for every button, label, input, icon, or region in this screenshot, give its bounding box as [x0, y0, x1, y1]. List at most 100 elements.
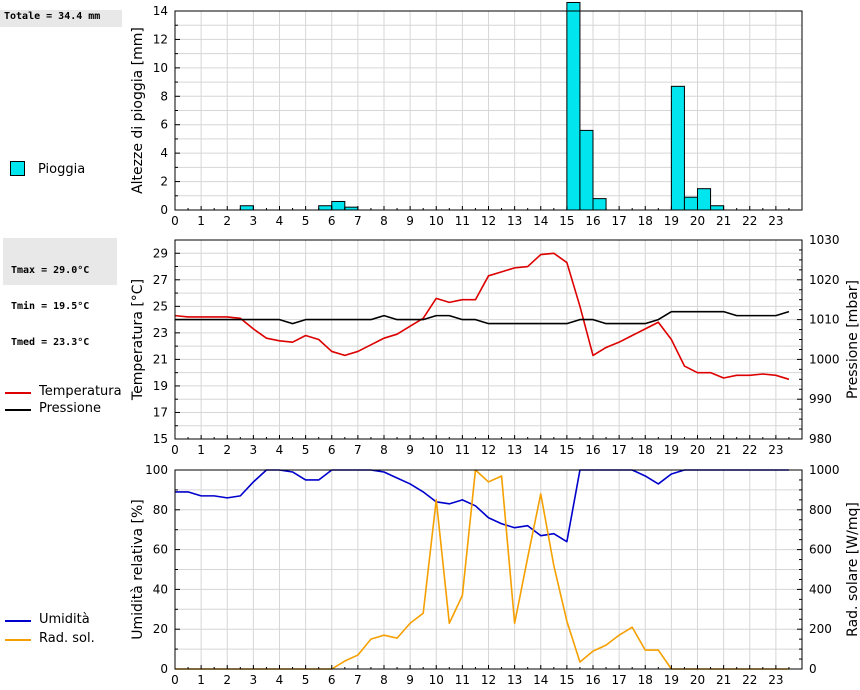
x-tick-label: 20	[690, 443, 705, 457]
x-tick-label: 11	[455, 443, 470, 457]
y-tick-label: 2	[160, 175, 168, 189]
y-tick-label: 12	[153, 32, 168, 46]
y2-tick-label: 1020	[809, 273, 840, 287]
hum-legend: Umidità Rad. sol.	[5, 612, 130, 648]
temp-legend-label: Temperatura	[39, 384, 122, 399]
x-tick-label: 9	[406, 673, 414, 687]
x-tick-label: 6	[328, 673, 336, 687]
x-tick-label: 15	[559, 673, 574, 687]
x-tick-label: 23	[768, 673, 783, 687]
rain-bar	[592, 198, 607, 211]
x-tick-label: 7	[354, 214, 362, 228]
x-tick-label: 8	[380, 443, 388, 457]
y2-tick-label: 800	[809, 503, 832, 517]
x-tick-label: 7	[354, 673, 362, 687]
rain-bar	[670, 85, 685, 211]
rain-bar	[239, 205, 254, 211]
x-tick-label: 16	[585, 214, 600, 228]
rain-bar	[331, 200, 346, 211]
y2-axis-label: Rad. solare [W/mq]	[845, 502, 860, 637]
y-tick-label: 0	[160, 662, 168, 676]
x-tick-label: 10	[429, 673, 444, 687]
y2-tick-label: 1000	[809, 463, 840, 477]
x-tick-label: 20	[690, 214, 705, 228]
x-tick-label: 6	[328, 214, 336, 228]
y-tick-label: 10	[153, 61, 168, 75]
x-tick-label: 19	[664, 673, 679, 687]
x-tick-label: 5	[302, 443, 310, 457]
x-tick-label: 6	[328, 443, 336, 457]
x-tick-label: 12	[481, 443, 496, 457]
x-tick-label: 1	[197, 673, 205, 687]
temp-legend-line	[5, 392, 31, 394]
x-tick-label: 0	[171, 214, 179, 228]
temp-legend: Temperatura Pressione	[5, 384, 130, 420]
y-tick-label: 27	[153, 273, 168, 287]
x-tick-label: 19	[664, 443, 679, 457]
x-tick-label: 3	[250, 214, 258, 228]
y-tick-label: 25	[153, 299, 168, 313]
x-tick-label: 21	[716, 673, 731, 687]
x-tick-label: 21	[716, 214, 731, 228]
rad-legend-label: Rad. sol.	[39, 631, 95, 646]
rain-bar	[697, 188, 712, 211]
humidity-line	[175, 469, 789, 543]
x-tick-label: 13	[507, 673, 522, 687]
y-tick-label: 23	[153, 326, 168, 340]
x-tick-label: 16	[585, 673, 600, 687]
x-tick-label: 2	[223, 673, 231, 687]
y2-tick-label: 0	[809, 662, 817, 676]
y2-tick-label: 1030	[809, 233, 840, 247]
temperature-line	[174, 252, 790, 381]
x-tick-label: 4	[276, 214, 284, 228]
y-tick-label: 15	[153, 432, 168, 446]
x-tick-label: 15	[559, 443, 574, 457]
x-tick-label: 7	[354, 443, 362, 457]
y2-tick-label: 600	[809, 543, 832, 557]
rain-bar	[579, 129, 594, 211]
rain-legend-swatch	[10, 161, 25, 176]
x-tick-label: 3	[250, 673, 258, 687]
x-tick-label: 21	[716, 443, 731, 457]
x-tick-label: 13	[507, 443, 522, 457]
rain-bar	[683, 196, 698, 211]
x-tick-label: 4	[276, 443, 284, 457]
rain-bar	[566, 1, 581, 211]
x-tick-label: 17	[611, 673, 626, 687]
y2-tick-label: 980	[809, 432, 832, 446]
x-tick-label: 18	[638, 214, 653, 228]
x-tick-label: 1	[197, 443, 205, 457]
temp-stat-min: Tmin = 19.5°C	[11, 301, 90, 312]
y-tick-label: 8	[160, 89, 168, 103]
hum-legend-label: Umidità	[39, 612, 90, 627]
rain-legend: Pioggia	[10, 160, 120, 182]
x-tick-label: 16	[585, 443, 600, 457]
y-tick-label: 80	[153, 503, 168, 517]
temp-stats-box: Tmax = 29.0°C Tmin = 19.5°C Tmed = 23.3°…	[3, 238, 117, 348]
y2-tick-label: 400	[809, 582, 832, 596]
x-tick-label: 19	[664, 214, 679, 228]
rain-bar	[318, 205, 333, 211]
x-tick-label: 3	[250, 443, 258, 457]
y-tick-label: 0	[160, 203, 168, 217]
x-tick-label: 11	[455, 214, 470, 228]
x-tick-label: 18	[638, 443, 653, 457]
y2-tick-label: 990	[809, 392, 832, 406]
x-tick-label: 12	[481, 673, 496, 687]
x-tick-label: 2	[223, 214, 231, 228]
rain-bar	[710, 205, 725, 211]
y-tick-label: 19	[153, 379, 168, 393]
x-tick-label: 15	[559, 214, 574, 228]
y-tick-label: 29	[153, 246, 168, 260]
y-tick-label: 17	[153, 405, 168, 419]
y-tick-label: 20	[153, 622, 168, 636]
x-tick-label: 17	[611, 443, 626, 457]
x-tick-label: 8	[380, 673, 388, 687]
y-tick-label: 60	[153, 543, 168, 557]
y-tick-label: 100	[145, 463, 168, 477]
rain-total-label: Totale = 34.4 mm	[4, 11, 101, 22]
hum-legend-line	[5, 620, 31, 622]
x-tick-label: 17	[611, 214, 626, 228]
temp-stat-med: Tmed = 23.3°C	[11, 337, 90, 348]
